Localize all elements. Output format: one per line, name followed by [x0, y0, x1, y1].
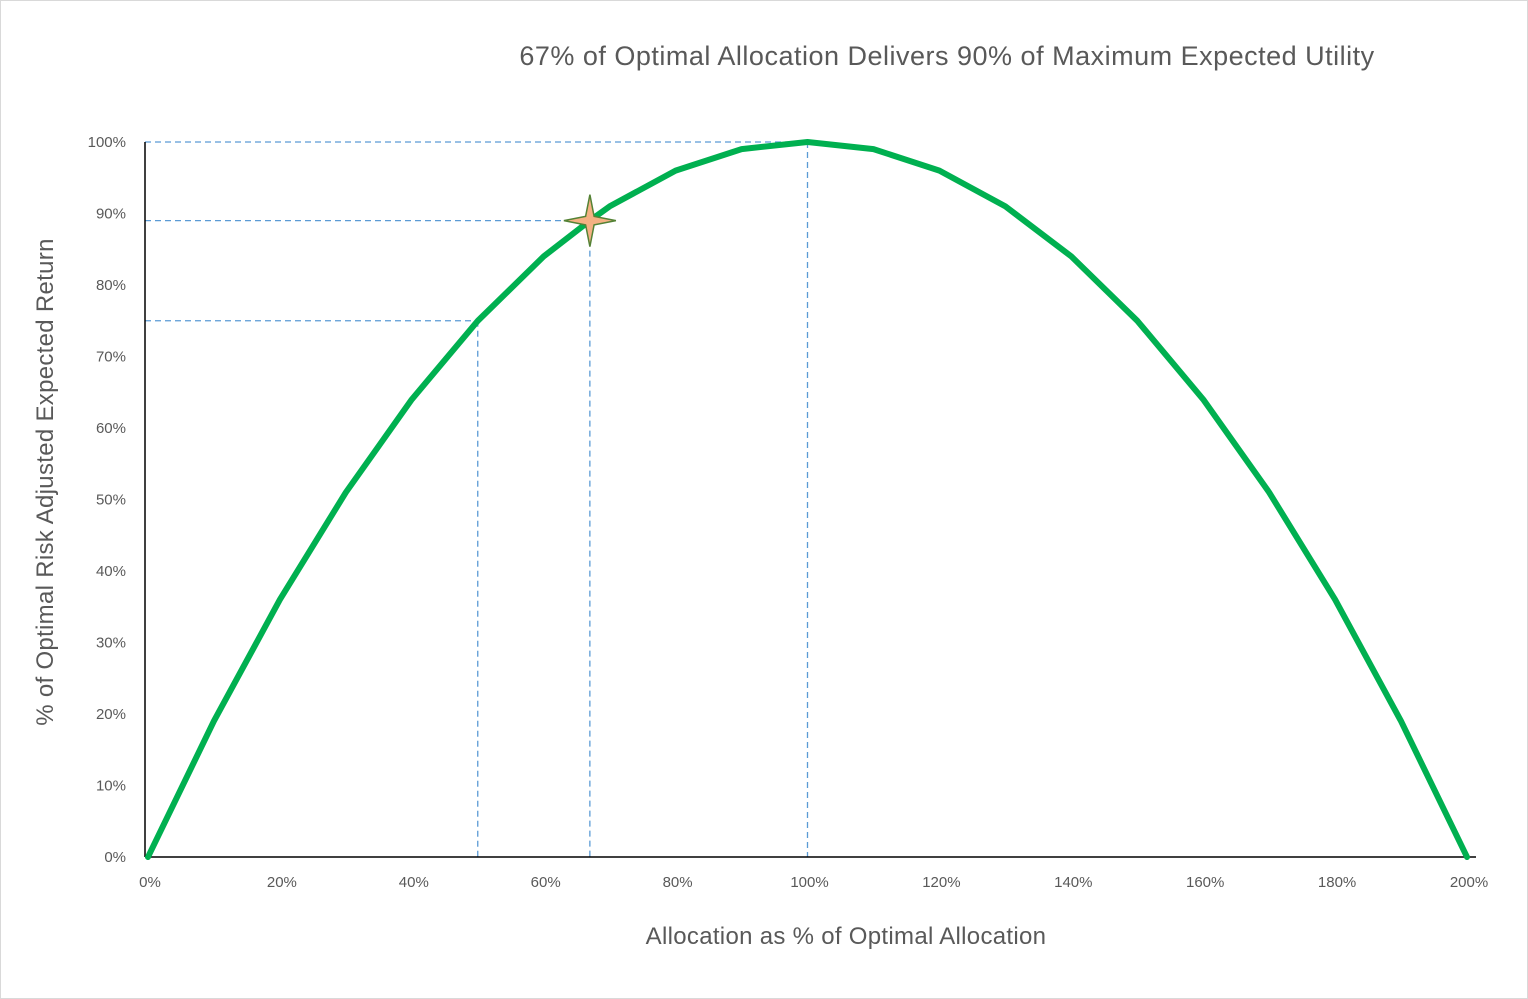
- x-tick-label: 120%: [922, 874, 960, 891]
- star-icon: [563, 194, 617, 247]
- y-tick-label: 0%: [104, 849, 126, 866]
- y-tick-label: 40%: [96, 563, 126, 580]
- y-tick-label: 30%: [96, 635, 126, 652]
- y-tick-label: 80%: [96, 277, 126, 294]
- x-tick-label: 60%: [531, 874, 561, 891]
- x-tick-label: 160%: [1186, 874, 1224, 891]
- y-axis-title: % of Optimal Risk Adjusted Expected Retu…: [32, 238, 59, 726]
- x-tick-label: 200%: [1450, 874, 1488, 891]
- y-tick-label: 50%: [96, 492, 126, 509]
- x-axis-title: Allocation as % of Optimal Allocation: [646, 923, 1047, 950]
- reference-lines: [145, 141, 809, 857]
- x-tick-label: 40%: [399, 874, 429, 891]
- y-tick-label: 100%: [88, 134, 126, 151]
- y-tick-labels: 0% 10% 20% 30% 40% 50% 60% 70% 80% 90% 100%: [88, 134, 126, 866]
- y-tick-label: 10%: [96, 778, 126, 795]
- y-tick-label: 20%: [96, 706, 126, 723]
- x-tick-label: 140%: [1054, 874, 1092, 891]
- x-tick-label: 180%: [1318, 874, 1356, 891]
- y-tick-label: 60%: [96, 420, 126, 437]
- curve-series-line: [145, 139, 1470, 860]
- y-tick-label: 70%: [96, 349, 126, 366]
- x-tick-label: 100%: [790, 874, 828, 891]
- x-tick-label: 20%: [267, 874, 297, 891]
- x-tick-labels: 0% 20% 40% 60% 80% 100% 120% 140% 160% 180% 200%: [139, 874, 1488, 891]
- x-tick-label: 80%: [663, 874, 693, 891]
- y-tick-label: 90%: [96, 206, 126, 223]
- chart-title: 67% of Optimal Allocation Delivers 90% o…: [519, 41, 1374, 71]
- x-tick-label: 0%: [139, 874, 161, 891]
